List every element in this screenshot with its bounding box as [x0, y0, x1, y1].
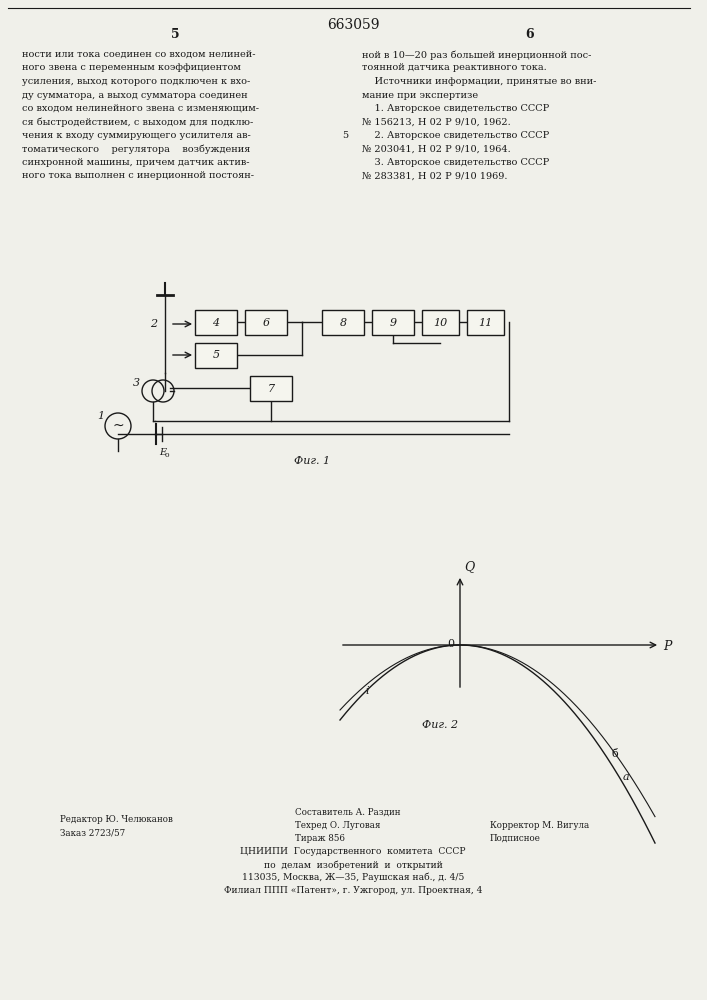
Text: Источники информации, принятые во вни-: Источники информации, принятые во вни- [362, 77, 597, 86]
Text: 663059: 663059 [327, 18, 379, 32]
Text: 6: 6 [262, 318, 269, 328]
Text: 113035, Москва, Ж—35, Раушская наб., д. 4/5: 113035, Москва, Ж—35, Раушская наб., д. … [242, 873, 464, 882]
Text: 3. Авторское свидетельство СССР: 3. Авторское свидетельство СССР [362, 158, 549, 167]
Text: чения к входу суммирующего усилителя ав-: чения к входу суммирующего усилителя ав- [22, 131, 251, 140]
Text: Корректор М. Вигула: Корректор М. Вигула [490, 821, 589, 830]
Text: усиления, выход которого подключен к вхо-: усиления, выход которого подключен к вхо… [22, 77, 250, 86]
Text: 5: 5 [342, 131, 348, 140]
Text: a: a [622, 772, 629, 782]
Text: 7: 7 [267, 383, 274, 393]
Text: i: i [365, 686, 368, 696]
Text: 10: 10 [433, 318, 448, 328]
Text: 5: 5 [212, 351, 220, 360]
Text: б: б [611, 749, 618, 759]
Bar [195, 343, 237, 368]
Text: 8: 8 [339, 318, 346, 328]
Text: № 203041, Н 02 Р 9/10, 1964.: № 203041, Н 02 Р 9/10, 1964. [362, 144, 510, 153]
Text: Фиг. 1: Фиг. 1 [294, 456, 330, 466]
Text: 11: 11 [479, 318, 493, 328]
Text: 2: 2 [150, 319, 157, 329]
Text: Редактор Ю. Челюканов: Редактор Ю. Челюканов [60, 815, 173, 824]
Bar [195, 310, 237, 335]
Text: ного звена с переменным коэффициентом: ного звена с переменным коэффициентом [22, 64, 241, 73]
Text: ЦНИИПИ  Государственного  комитета  СССР: ЦНИИПИ Государственного комитета СССР [240, 847, 466, 856]
Bar [322, 310, 364, 335]
Text: 9: 9 [390, 318, 397, 328]
Text: ду сумматора, а выход сумматора соединен: ду сумматора, а выход сумматора соединен [22, 91, 247, 100]
Text: ности или тока соединен со входом нелиней-: ности или тока соединен со входом нелине… [22, 50, 255, 59]
Text: мание при экспертизе: мание при экспертизе [362, 91, 478, 100]
Text: № 283381, Н 02 Р 9/10 1969.: № 283381, Н 02 Р 9/10 1969. [362, 172, 508, 180]
Text: ного тока выполнен с инерционной постоян-: ного тока выполнен с инерционной постоян… [22, 172, 254, 180]
Text: Q: Q [464, 560, 474, 573]
Text: 5: 5 [170, 28, 180, 41]
Text: E: E [159, 448, 166, 457]
Bar [467, 310, 504, 335]
Bar [422, 310, 459, 335]
Text: o: o [165, 451, 170, 459]
Bar [245, 310, 287, 335]
Text: Техред О. Луговая: Техред О. Луговая [295, 821, 380, 830]
Text: Составитель А. Раздин: Составитель А. Раздин [295, 808, 400, 817]
Text: 0: 0 [447, 639, 454, 649]
Text: по  делам  изобретений  и  открытий: по делам изобретений и открытий [264, 860, 443, 869]
Text: 2. Авторское свидетельство СССР: 2. Авторское свидетельство СССР [362, 131, 549, 140]
Text: синхронной машины, причем датчик актив-: синхронной машины, причем датчик актив- [22, 158, 250, 167]
Text: ~: ~ [112, 419, 124, 433]
Bar [372, 310, 414, 335]
Text: 4: 4 [212, 318, 220, 328]
Text: Заказ 2723/57: Заказ 2723/57 [60, 828, 125, 837]
Text: № 156213, Н 02 Р 9/10, 1962.: № 156213, Н 02 Р 9/10, 1962. [362, 117, 510, 126]
Text: 3: 3 [132, 378, 139, 388]
Text: 1: 1 [98, 411, 105, 421]
Text: Фиг. 2: Фиг. 2 [422, 720, 458, 730]
Text: Филиал ППП «Патент», г. Ужгород, ул. Проектная, 4: Филиал ППП «Патент», г. Ужгород, ул. Про… [224, 886, 482, 895]
Text: со входом нелинейного звена с изменяющим-: со входом нелинейного звена с изменяющим… [22, 104, 259, 113]
Text: Тираж 856: Тираж 856 [295, 834, 345, 843]
Text: 6: 6 [526, 28, 534, 41]
Text: ся быстродействием, с выходом для подклю-: ся быстродействием, с выходом для подклю… [22, 117, 253, 127]
Text: Подписное: Подписное [490, 834, 541, 843]
Text: тоянной датчика реактивного тока.: тоянной датчика реактивного тока. [362, 64, 547, 73]
Text: томатического    регулятора    возбуждения: томатического регулятора возбуждения [22, 144, 250, 154]
Text: 1. Авторское свидетельство СССР: 1. Авторское свидетельство СССР [362, 104, 549, 113]
Bar [250, 376, 292, 401]
Text: ной в 10—20 раз большей инерционной пос-: ной в 10—20 раз большей инерционной пос- [362, 50, 591, 60]
Text: P: P [663, 641, 672, 654]
